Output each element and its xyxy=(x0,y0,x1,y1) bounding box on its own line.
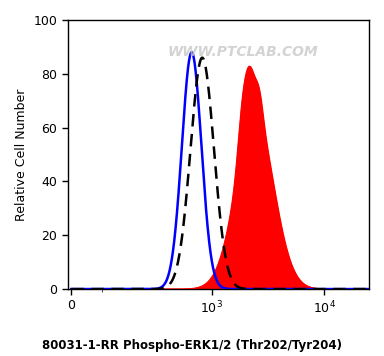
Y-axis label: Relative Cell Number: Relative Cell Number xyxy=(15,88,28,221)
Text: 80031-1-RR Phospho-ERK1/2 (Thr202/Tyr204): 80031-1-RR Phospho-ERK1/2 (Thr202/Tyr204… xyxy=(42,339,342,352)
Text: WWW.PTCLAB.COM: WWW.PTCLAB.COM xyxy=(167,45,318,59)
